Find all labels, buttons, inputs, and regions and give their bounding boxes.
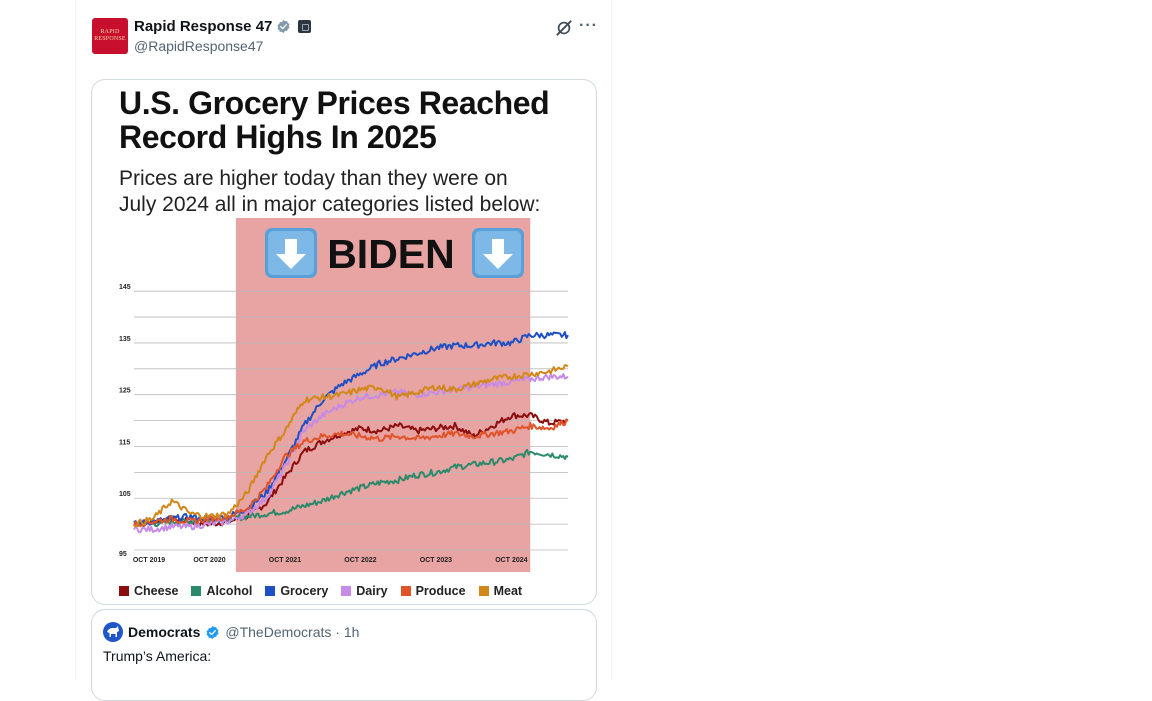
legend-item: Cheese (119, 584, 178, 598)
legend-swatch (478, 586, 489, 596)
image-subhead: Prices are higher today than they were o… (119, 166, 589, 218)
y-tick-label: 125 (119, 388, 131, 395)
subhead-line-2: July 2024 all in major categories listed… (119, 193, 541, 216)
legend-swatch (191, 586, 202, 596)
legend-item: Produce (400, 584, 466, 598)
x-tick-label: OCT 2021 (269, 557, 301, 564)
chart-legend: Cheese Alcohol Grocery Dairy Produce Mea… (119, 584, 522, 598)
quoted-text: Trump’s America: (103, 648, 212, 664)
series-line-grocery (133, 331, 569, 527)
more-icon[interactable]: ··· (579, 17, 598, 34)
post-column: RAPID RESPONSE Rapid Response 47 @RapidR… (75, 0, 612, 701)
price-line-chart: BIDEN 95 105 115 125 135 145 OCT 2019 OCT 2020… (119, 218, 569, 572)
series-line-dairy (133, 373, 569, 534)
quoted-handle-time: @TheDemocrats · 1h (225, 624, 360, 640)
author-avatar[interactable]: RAPID RESPONSE (92, 18, 128, 54)
legend-item: Alcohol (191, 584, 252, 598)
legend-swatch (341, 586, 352, 596)
y-tick-label: 135 (119, 336, 131, 343)
down-arrow-emoji-icon (265, 228, 317, 278)
x-tick-label: OCT 2022 (344, 557, 376, 564)
author-display-name[interactable]: Rapid Response 47 (134, 18, 273, 35)
image-headline: U.S. Grocery Prices Reached Record Highs… (119, 85, 550, 155)
legend-label: Grocery (280, 584, 329, 598)
verified-badge-icon (206, 625, 219, 639)
author-name-row: Rapid Response 47 (134, 18, 312, 35)
y-axis-ticks: 95 105 115 125 135 145 (119, 284, 131, 558)
legend-label: Produce (415, 584, 466, 598)
legend-label: Dairy (356, 584, 388, 598)
down-arrow-emoji-icon (472, 228, 524, 278)
verified-badge-icon (277, 19, 290, 34)
donkey-avatar-icon[interactable] (103, 622, 123, 642)
series-line-meat (133, 364, 569, 528)
grok-icon[interactable] (554, 18, 574, 38)
legend-label: Alcohol (206, 584, 253, 598)
avatar-text: RAPID RESPONSE (94, 29, 126, 42)
legend-item: Grocery (265, 584, 328, 598)
banner-text: BIDEN (327, 231, 455, 277)
banner: BIDEN (265, 228, 524, 278)
y-tick-label: 145 (119, 284, 131, 291)
legend-label: Meat (493, 584, 523, 598)
quoted-post[interactable]: Democrats @TheDemocrats · 1h Trump’s Ame… (91, 609, 597, 701)
author-handle[interactable]: @RapidResponse47 (134, 38, 264, 54)
headline-line-1: U.S. Grocery Prices Reached (119, 85, 550, 121)
legend-swatch (400, 586, 411, 596)
series-line-produce (133, 418, 569, 528)
quoted-author-row: Democrats @TheDemocrats · 1h (103, 622, 359, 642)
legend-swatch (265, 586, 276, 596)
x-tick-label: OCT 2020 (193, 557, 225, 564)
headline-line-2: Record Highs In 2025 (119, 119, 437, 155)
x-tick-label: OCT 2024 (495, 557, 527, 564)
chart-series (133, 331, 569, 534)
y-tick-label: 105 (119, 491, 131, 498)
x-tick-label: OCT 2019 (133, 557, 165, 564)
y-tick-label: 95 (119, 551, 127, 558)
legend-item: Dairy (341, 584, 388, 598)
legend-swatch (119, 586, 129, 596)
legend-item: Meat (478, 584, 523, 598)
x-tick-label: OCT 2023 (420, 557, 452, 564)
post-image[interactable]: U.S. Grocery Prices Reached Record Highs… (91, 79, 597, 605)
x-axis-ticks: OCT 2019 OCT 2020 OCT 2021 OCT 2022 OCT 2023… (133, 557, 528, 564)
y-tick-label: 115 (119, 439, 130, 446)
government-badge-icon (298, 20, 312, 33)
legend-label: Cheese (134, 584, 179, 598)
subhead-line-1: Prices are higher today than they were o… (119, 167, 508, 190)
quoted-display-name[interactable]: Democrats (128, 624, 201, 640)
donkey-icon (107, 626, 119, 637)
